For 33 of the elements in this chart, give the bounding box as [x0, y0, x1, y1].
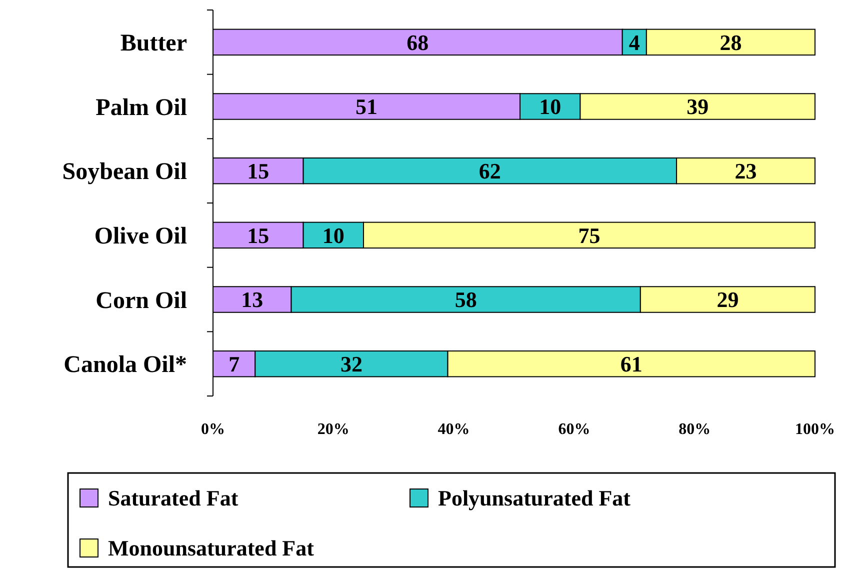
- legend-label: Saturated Fat: [108, 486, 239, 511]
- data-label: 75: [578, 222, 600, 248]
- data-label: 29: [716, 287, 739, 312]
- data-label: 4: [628, 30, 640, 55]
- x-tick-label: 80%: [678, 421, 711, 438]
- x-tick-label: 0%: [201, 421, 225, 438]
- data-label: 61: [620, 352, 642, 377]
- y-tick-label: Palm Oil: [96, 94, 188, 121]
- data-label: 32: [340, 352, 362, 377]
- data-label: 28: [720, 30, 742, 55]
- legend-label: Polyunsaturated Fat: [438, 486, 632, 511]
- data-label: 15: [247, 158, 270, 184]
- data-label: 13: [241, 287, 264, 312]
- y-tick-label: Soybean Oil: [62, 159, 188, 186]
- x-tick-label: 20%: [317, 421, 350, 438]
- data-label: 58: [454, 287, 477, 312]
- data-label: 10: [322, 222, 344, 248]
- y-tick-label: Olive Oil: [94, 224, 188, 250]
- data-label: 23: [734, 158, 757, 184]
- legend-label: Monounsaturated Fat: [108, 536, 315, 561]
- y-tick-label: Corn Oil: [96, 288, 188, 314]
- data-label: 68: [406, 30, 429, 55]
- data-label: 51: [356, 94, 378, 120]
- data-label: 7: [228, 352, 240, 377]
- data-label: 62: [478, 158, 501, 184]
- x-tick-label: 60%: [558, 421, 590, 438]
- data-label: 10: [539, 94, 562, 120]
- y-tick-label: Canola Oil*: [64, 352, 187, 378]
- x-tick-label: 40%: [438, 421, 470, 438]
- data-label: 39: [686, 94, 709, 120]
- y-tick-label: Butter: [120, 30, 188, 57]
- data-label: 15: [247, 222, 270, 248]
- x-tick-label: 100%: [795, 421, 835, 438]
